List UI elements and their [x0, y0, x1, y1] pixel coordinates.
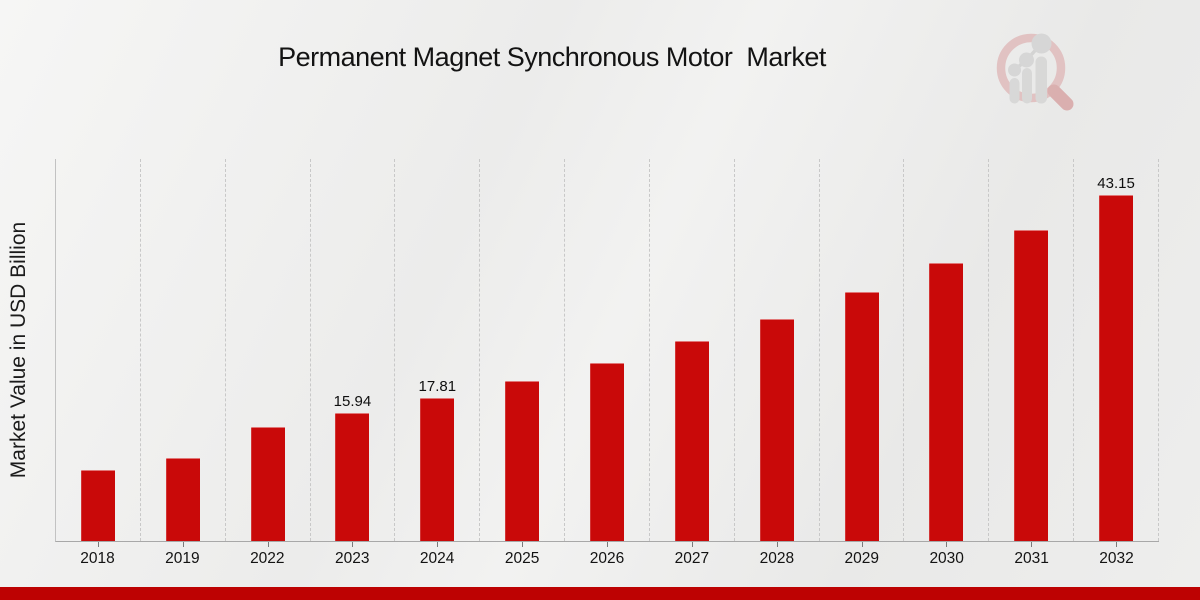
bar-cell-2029 — [820, 159, 905, 547]
magnifier-bar-chart-logo — [993, 28, 1079, 114]
logo-handle — [1047, 84, 1074, 111]
x-tick-label-2030: 2030 — [929, 550, 964, 567]
bar-2018 — [80, 470, 115, 541]
bar-2019 — [165, 458, 200, 541]
bar-2031 — [1014, 230, 1049, 541]
bar-cell-2032: 43.15 — [1074, 159, 1159, 547]
x-tick-label-2027: 2027 — [674, 550, 710, 567]
bar-2025 — [505, 381, 540, 541]
bar-2024: 17.81 — [419, 378, 456, 541]
chart-title: Permanent Magnet Synchronous Motor Marke… — [278, 42, 826, 72]
bar-2022 — [250, 426, 285, 541]
x-tick-label-2019: 2019 — [165, 550, 200, 567]
footer-accent-bar — [0, 587, 1200, 600]
x-tick-label-2031: 2031 — [1014, 550, 1049, 567]
bar-cell-2028 — [735, 159, 820, 547]
x-tick-label-2022: 2022 — [250, 550, 285, 567]
bar-cell-2030 — [904, 159, 990, 547]
x-tick-label-2023: 2023 — [334, 550, 370, 567]
bar-2026 — [589, 362, 624, 541]
x-tick-label-2018: 2018 — [80, 550, 115, 567]
logo-bar-3 — [1035, 56, 1047, 104]
bar-cell-2027 — [650, 159, 735, 547]
bar-2030 — [929, 263, 964, 541]
x-tick-label-2024: 2024 — [419, 550, 455, 567]
bar-2023: 15.94 — [334, 393, 371, 541]
logo-dot-1 — [1008, 63, 1021, 77]
y-axis-label: Market Value in USD Billion — [7, 221, 30, 479]
bar-cell-2031 — [989, 159, 1075, 547]
logo-bar-2 — [1022, 68, 1032, 104]
bar-cell-2026 — [565, 159, 650, 547]
data-label-2032: 43.15 — [1097, 174, 1135, 192]
bar-2027 — [674, 341, 709, 541]
x-tick-label-2026: 2026 — [589, 550, 625, 567]
logo-dot-3 — [1031, 33, 1052, 54]
bar-cell-2018 — [56, 159, 141, 547]
bar-cell-2019 — [141, 159, 226, 547]
bar-2032: 43.15 — [1097, 175, 1135, 541]
logo-bar-1 — [1009, 78, 1020, 104]
data-label-2023: 15.94 — [333, 393, 372, 411]
x-tick-label-2029: 2029 — [844, 550, 879, 567]
bar-2029 — [844, 292, 879, 541]
x-tick-label-2025: 2025 — [504, 550, 540, 567]
x-tick-label-2032: 2032 — [1099, 550, 1134, 567]
bar-cell-2025 — [480, 159, 566, 547]
plot-area: 15.94 17.81 43.15 — [55, 159, 1159, 547]
data-label-2024: 17.81 — [418, 378, 457, 396]
bar-cell-2024: 17.81 — [395, 159, 481, 547]
bar-cell-2022 — [226, 159, 311, 547]
logo-dot-2 — [1019, 52, 1034, 68]
bar-2028 — [759, 318, 794, 541]
x-tick-label-2028: 2028 — [759, 550, 795, 567]
x-axis-labels: 2018 2019 2022 2023 2024 2025 2026 2027 2028 2029… — [55, 550, 1159, 568]
bar-cell-2023: 15.94 — [311, 159, 396, 547]
